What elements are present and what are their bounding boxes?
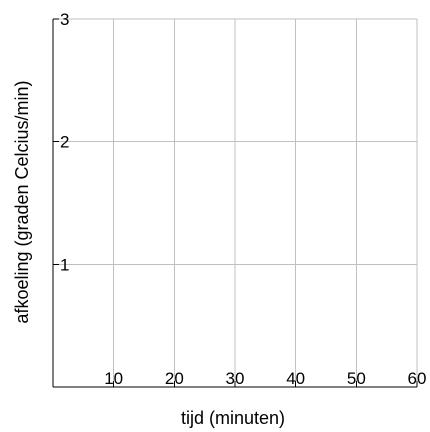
x-tick-label: 50	[347, 369, 366, 388]
x-axis-title: tijd (minuten)	[181, 408, 285, 428]
x-tick-label: 60	[408, 369, 427, 388]
grid	[53, 18, 418, 387]
x-tick-label: 40	[286, 369, 305, 388]
x-tick-label: 20	[165, 369, 184, 388]
x-tick-label: 30	[226, 369, 245, 388]
y-tick-label: 2	[60, 133, 69, 152]
tick-labels: 1 2 3 10 20 30 40 50 60	[60, 10, 426, 388]
y-tick-label: 1	[60, 255, 69, 274]
y-axis-title: afkoeling (graden Celcius/min)	[12, 80, 32, 323]
y-tick-label: 3	[60, 10, 69, 29]
axes	[52, 18, 418, 388]
x-tick-label: 10	[104, 369, 123, 388]
